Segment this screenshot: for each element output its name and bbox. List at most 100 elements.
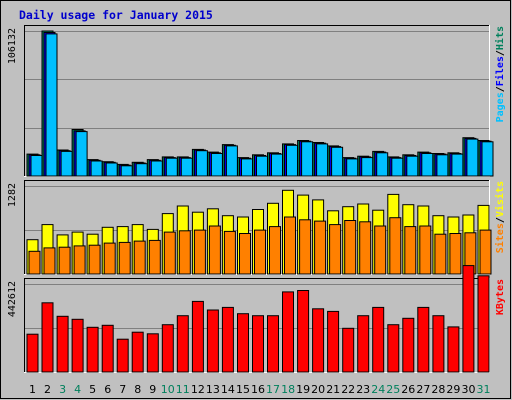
bar-sites-day-1 (28, 250, 41, 275)
bar-sites-day-6 (103, 242, 116, 275)
bar-sites-day-2 (43, 247, 56, 275)
x-tick-label-day-16: 16 (251, 383, 265, 396)
bar-kbytes-day-20 (312, 308, 325, 373)
x-tick-label-day-23: 23 (356, 383, 370, 396)
bar-pages-day-10 (165, 157, 178, 177)
bar-kbytes-day-8 (131, 331, 144, 373)
legend-files: Files (494, 56, 506, 86)
bar-sites-day-31 (479, 229, 492, 275)
bar-pages-day-30 (466, 138, 479, 177)
bar-kbytes-day-27 (417, 306, 430, 373)
bar-pages-day-23 (361, 157, 374, 177)
bar-sites-day-24 (374, 225, 387, 275)
bar-kbytes-day-18 (282, 291, 294, 373)
legend-separator: / (495, 50, 506, 56)
x-tick-label-day-27: 27 (416, 383, 430, 396)
x-tick-label-day-10: 10 (161, 383, 175, 396)
bar-pages-day-26 (406, 155, 419, 177)
chart-panels: 106132Pages/Files/Hits1282Sites/Visits44… (7, 25, 506, 373)
bar-pages-day-1 (30, 155, 43, 177)
bar-sites-day-5 (88, 244, 101, 275)
bar-kbytes-day-2 (41, 302, 54, 373)
bar-sites-day-3 (58, 246, 71, 275)
bar-pages-day-28 (436, 154, 449, 177)
bar-pages-day-6 (105, 162, 118, 177)
bar-pages-day-21 (331, 146, 344, 177)
bar-sites-day-10 (163, 231, 176, 275)
bar-pages-day-8 (135, 163, 148, 177)
bar-kbytes-day-21 (327, 310, 340, 373)
bar-pages-day-27 (421, 153, 434, 177)
panel-visits-sites: 1282 Sites/Visits (7, 180, 506, 275)
bar-sites-day-17 (269, 226, 281, 275)
bar-kbytes-day-28 (432, 315, 445, 373)
x-tick-label-day-2: 2 (44, 383, 51, 396)
panel-legend: KBytes (495, 279, 506, 315)
panel-legend: Sites/Visits (494, 181, 506, 253)
x-tick-label-day-20: 20 (311, 383, 325, 396)
bar-sites-day-21 (329, 224, 342, 275)
panel-kbytes: 442612 KBytes (7, 265, 506, 373)
x-tick-label-day-26: 26 (401, 383, 415, 396)
x-tick-label-day-7: 7 (119, 383, 126, 396)
bar-sites-day-19 (299, 219, 312, 275)
bar-sites-day-14 (223, 230, 236, 275)
x-tick-label-day-17: 17 (266, 383, 280, 396)
bar-kbytes-day-29 (447, 326, 460, 373)
bar-kbytes-day-6 (101, 324, 114, 373)
x-tick-label-day-3: 3 (59, 383, 66, 396)
bar-sites-day-22 (344, 220, 357, 275)
bar-sites-day-27 (419, 225, 432, 275)
bar-sites-day-15 (239, 233, 251, 275)
x-tick-label-day-5: 5 (89, 383, 96, 396)
x-tick-label-day-1: 1 (29, 383, 36, 396)
bar-kbytes-day-15 (237, 313, 249, 373)
bar-pages-day-4 (75, 131, 88, 177)
bar-sites-day-7 (118, 241, 131, 275)
bar-pages-day-13 (210, 153, 223, 177)
bar-kbytes-day-31 (477, 275, 490, 373)
bar-sites-day-20 (314, 220, 327, 275)
bar-pages-day-17 (271, 153, 283, 177)
bar-sites-day-29 (449, 233, 462, 275)
bar-pages-day-7 (120, 165, 133, 177)
bar-kbytes-day-26 (402, 317, 415, 373)
x-tick-label-day-28: 28 (431, 383, 445, 396)
bar-kbytes-day-9 (146, 333, 159, 373)
bar-pages-day-2 (45, 33, 58, 177)
x-tick-label-day-29: 29 (446, 383, 460, 396)
bar-sites-day-11 (178, 230, 191, 275)
bar-kbytes-day-22 (342, 327, 355, 373)
bar-kbytes-day-19 (297, 290, 310, 373)
bar-pages-day-24 (376, 152, 389, 177)
bar-kbytes-day-11 (176, 315, 189, 373)
bar-kbytes-day-16 (252, 315, 264, 373)
legend-separator: / (495, 86, 506, 92)
x-tick-label-day-31: 31 (477, 383, 491, 396)
x-tick-label-day-13: 13 (206, 383, 220, 396)
bar-kbytes-day-1 (26, 333, 39, 373)
bar-pages-day-14 (225, 145, 238, 177)
legend-separator: / (495, 217, 506, 223)
bar-kbytes-day-17 (267, 315, 279, 373)
bar-kbytes-day-5 (86, 326, 99, 373)
bar-sites-day-8 (133, 240, 146, 275)
chart-title: Daily usage for January 2015 (19, 8, 213, 22)
panel-max-label: 106132 (7, 28, 18, 64)
bar-sites-day-16 (254, 229, 266, 275)
bar-sites-day-4 (73, 245, 86, 275)
legend-kbytes: KBytes (495, 279, 506, 315)
x-tick-label-day-14: 14 (221, 383, 235, 396)
legend-hits: Hits (494, 26, 506, 50)
bar-kbytes-day-4 (71, 318, 84, 373)
bar-pages-day-5 (90, 160, 103, 177)
bar-pages-day-16 (256, 155, 268, 177)
bar-sites-day-23 (359, 221, 372, 275)
legend-visits: Visits (494, 181, 506, 217)
x-tick-label-day-12: 12 (191, 383, 205, 396)
x-tick-label-day-21: 21 (326, 383, 340, 396)
bar-pages-day-12 (195, 150, 208, 177)
bar-sites-day-26 (404, 226, 417, 275)
